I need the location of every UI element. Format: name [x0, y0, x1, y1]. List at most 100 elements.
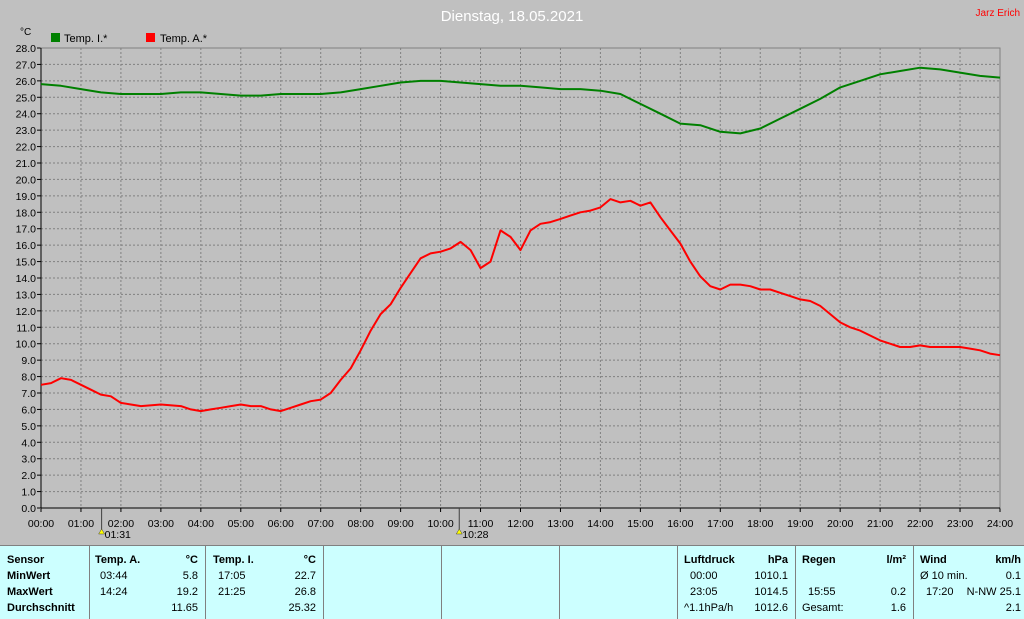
legend-swatch-outside: [146, 33, 155, 42]
y-tick-label: 12.0: [16, 306, 37, 318]
temp-outside-avg: 11.65: [171, 602, 198, 614]
wind-gust-value: N-NW 25.1: [966, 586, 1021, 598]
x-tick-label: 21:00: [867, 518, 893, 530]
x-tick-label: 01:00: [68, 518, 94, 530]
row-label-min: MinWert: [7, 570, 51, 582]
pressure-trend-value: 1012.6: [754, 602, 788, 614]
pressure-max-value: 1014.5: [754, 586, 788, 598]
x-tick-label: 23:00: [947, 518, 973, 530]
temp-inside-max-time: 21:25: [218, 586, 246, 598]
temp-outside-min-value: 5.8: [182, 570, 198, 582]
x-tick-label: 03:00: [148, 518, 174, 530]
x-tick-label: 18:00: [747, 518, 773, 530]
x-tick-label: 11:00: [468, 518, 494, 530]
legend-swatch-inside: [51, 33, 60, 42]
x-tick-label: 00:00: [28, 518, 54, 530]
summary-empty-3: [560, 546, 678, 619]
x-tick-label: 16:00: [667, 518, 693, 530]
marker-label: 10:28: [462, 529, 488, 541]
y-tick-label: 15.0: [16, 257, 37, 269]
rain-total-value: 1.6: [890, 602, 906, 614]
y-tick-label: 19.0: [16, 191, 37, 203]
x-tick-label: 14:00: [587, 518, 613, 530]
wind-avg-label: Ø 10 min.: [920, 570, 968, 582]
author-label: Jarz Erich: [976, 8, 1020, 19]
x-tick-label: 24:00: [987, 518, 1013, 530]
y-tick-label: 8.0: [21, 372, 36, 384]
pressure-unit: hPa: [767, 554, 788, 566]
x-tick-label: 15:00: [627, 518, 653, 530]
summary-temp-outside: Temp. A. °C 03:44 5.8 14:24 19.2 11.65: [90, 546, 206, 619]
temp-inside-max-value: 26.8: [294, 586, 316, 598]
y-tick-label: 26.0: [16, 76, 37, 88]
chart-axes: [37, 47, 1001, 512]
y-tick-label: 17.0: [16, 224, 37, 236]
y-tick-label: 3.0: [21, 454, 36, 466]
marker-label: 01:31: [105, 529, 131, 541]
y-tick-label: 2.0: [21, 470, 36, 482]
x-tick-label: 17:00: [707, 518, 733, 530]
summary-wind: Wind km/h Ø 10 min. 0.1 17:20 N-NW 25.1 2.1: [914, 546, 1024, 619]
rain-header: Regen: [802, 554, 836, 566]
wind-header: Wind: [920, 554, 947, 566]
x-tick-label: 10:00: [427, 518, 453, 530]
x-tick-label: 05:00: [228, 518, 254, 530]
chart-grid: [40, 47, 1001, 509]
y-tick-labels: 0.0 1.0 2.0 3.0 4.0 5.0 6.0 7.0 8.0 9.0 10.0 11.0 12…: [16, 43, 37, 515]
y-tick-label: 20.0: [16, 174, 37, 186]
temp-outside-unit: °C: [185, 554, 198, 566]
legend-label-inside: Temp. I.*: [64, 33, 108, 45]
y-tick-label: 7.0: [21, 388, 36, 400]
rain-unit: l/m²: [886, 554, 906, 566]
pressure-min-time: 00:00: [690, 570, 718, 582]
temp-outside-min-time: 03:44: [100, 570, 128, 582]
x-tick-label: 08:00: [348, 518, 374, 530]
y-tick-label: 0.0: [21, 503, 36, 515]
wind-avg-value: 0.1: [1005, 570, 1021, 582]
y-tick-label: 21.0: [16, 158, 37, 170]
temp-outside-max-time: 14:24: [100, 586, 128, 598]
x-tick-label: 07:00: [308, 518, 334, 530]
summary-temp-inside: Temp. I. °C 17:05 22.7 21:25 26.8 25.32: [206, 546, 324, 619]
marker-icon: [98, 528, 106, 535]
chart-title: Dienstag, 18.05.2021: [441, 8, 584, 25]
x-tick-label: 19:00: [787, 518, 813, 530]
temp-outside-max-value: 19.2: [176, 586, 198, 598]
pressure-trend-label: ^1.1hPa/h: [684, 602, 734, 614]
pressure-header: Luftdruck: [684, 554, 735, 566]
temp-inside-unit: °C: [303, 554, 316, 566]
x-tick-label: 13:00: [547, 518, 573, 530]
summary-pressure: Luftdruck hPa 00:00 1010.1 23:05 1014.5 ^1.…: [678, 546, 796, 619]
event-markers: 01:31 10:28: [98, 508, 489, 541]
x-tick-label: 04:00: [188, 518, 214, 530]
y-tick-label: 28.0: [16, 43, 37, 55]
y-tick-label: 27.0: [16, 59, 37, 71]
x-tick-label: 06:00: [268, 518, 294, 530]
temp-inside-avg: 25.32: [288, 602, 316, 614]
y-axis-unit: °C: [20, 27, 31, 38]
row-label-avg: Durchschnitt: [7, 602, 75, 614]
y-tick-label: 6.0: [21, 404, 36, 416]
temp-inside-header: Temp. I.: [213, 554, 254, 566]
x-tick-label: 09:00: [387, 518, 413, 530]
y-tick-label: 22.0: [16, 142, 37, 154]
rain-max-value: 0.2: [890, 586, 906, 598]
legend-label-outside: Temp. A.*: [160, 33, 208, 45]
series-lines: [40, 66, 1001, 413]
wind-gust-time: 17:20: [926, 586, 954, 598]
pressure-min-value: 1010.1: [754, 570, 788, 582]
row-label-max: MaxWert: [7, 586, 53, 598]
summary-rain: Regen l/m² 15:55 0.2 Gesamt: 1.6: [796, 546, 914, 619]
row-label-sensor: Sensor: [7, 554, 45, 566]
y-tick-label: 14.0: [16, 273, 37, 285]
x-tick-label: 12:00: [507, 518, 533, 530]
wind-extra-value: 2.1: [1005, 602, 1021, 614]
summary-panel: Sensor MinWert MaxWert Durchschnitt Temp…: [0, 545, 1024, 619]
rain-total-label: Gesamt:: [802, 602, 844, 614]
y-tick-label: 1.0: [21, 487, 36, 499]
series-line-temp-inside: [40, 66, 1001, 135]
legend: Temp. I.* Temp. A.*: [51, 33, 208, 45]
temp-inside-min-value: 22.7: [294, 570, 316, 582]
x-tick-label: 20:00: [827, 518, 853, 530]
summary-empty-2: [442, 546, 560, 619]
